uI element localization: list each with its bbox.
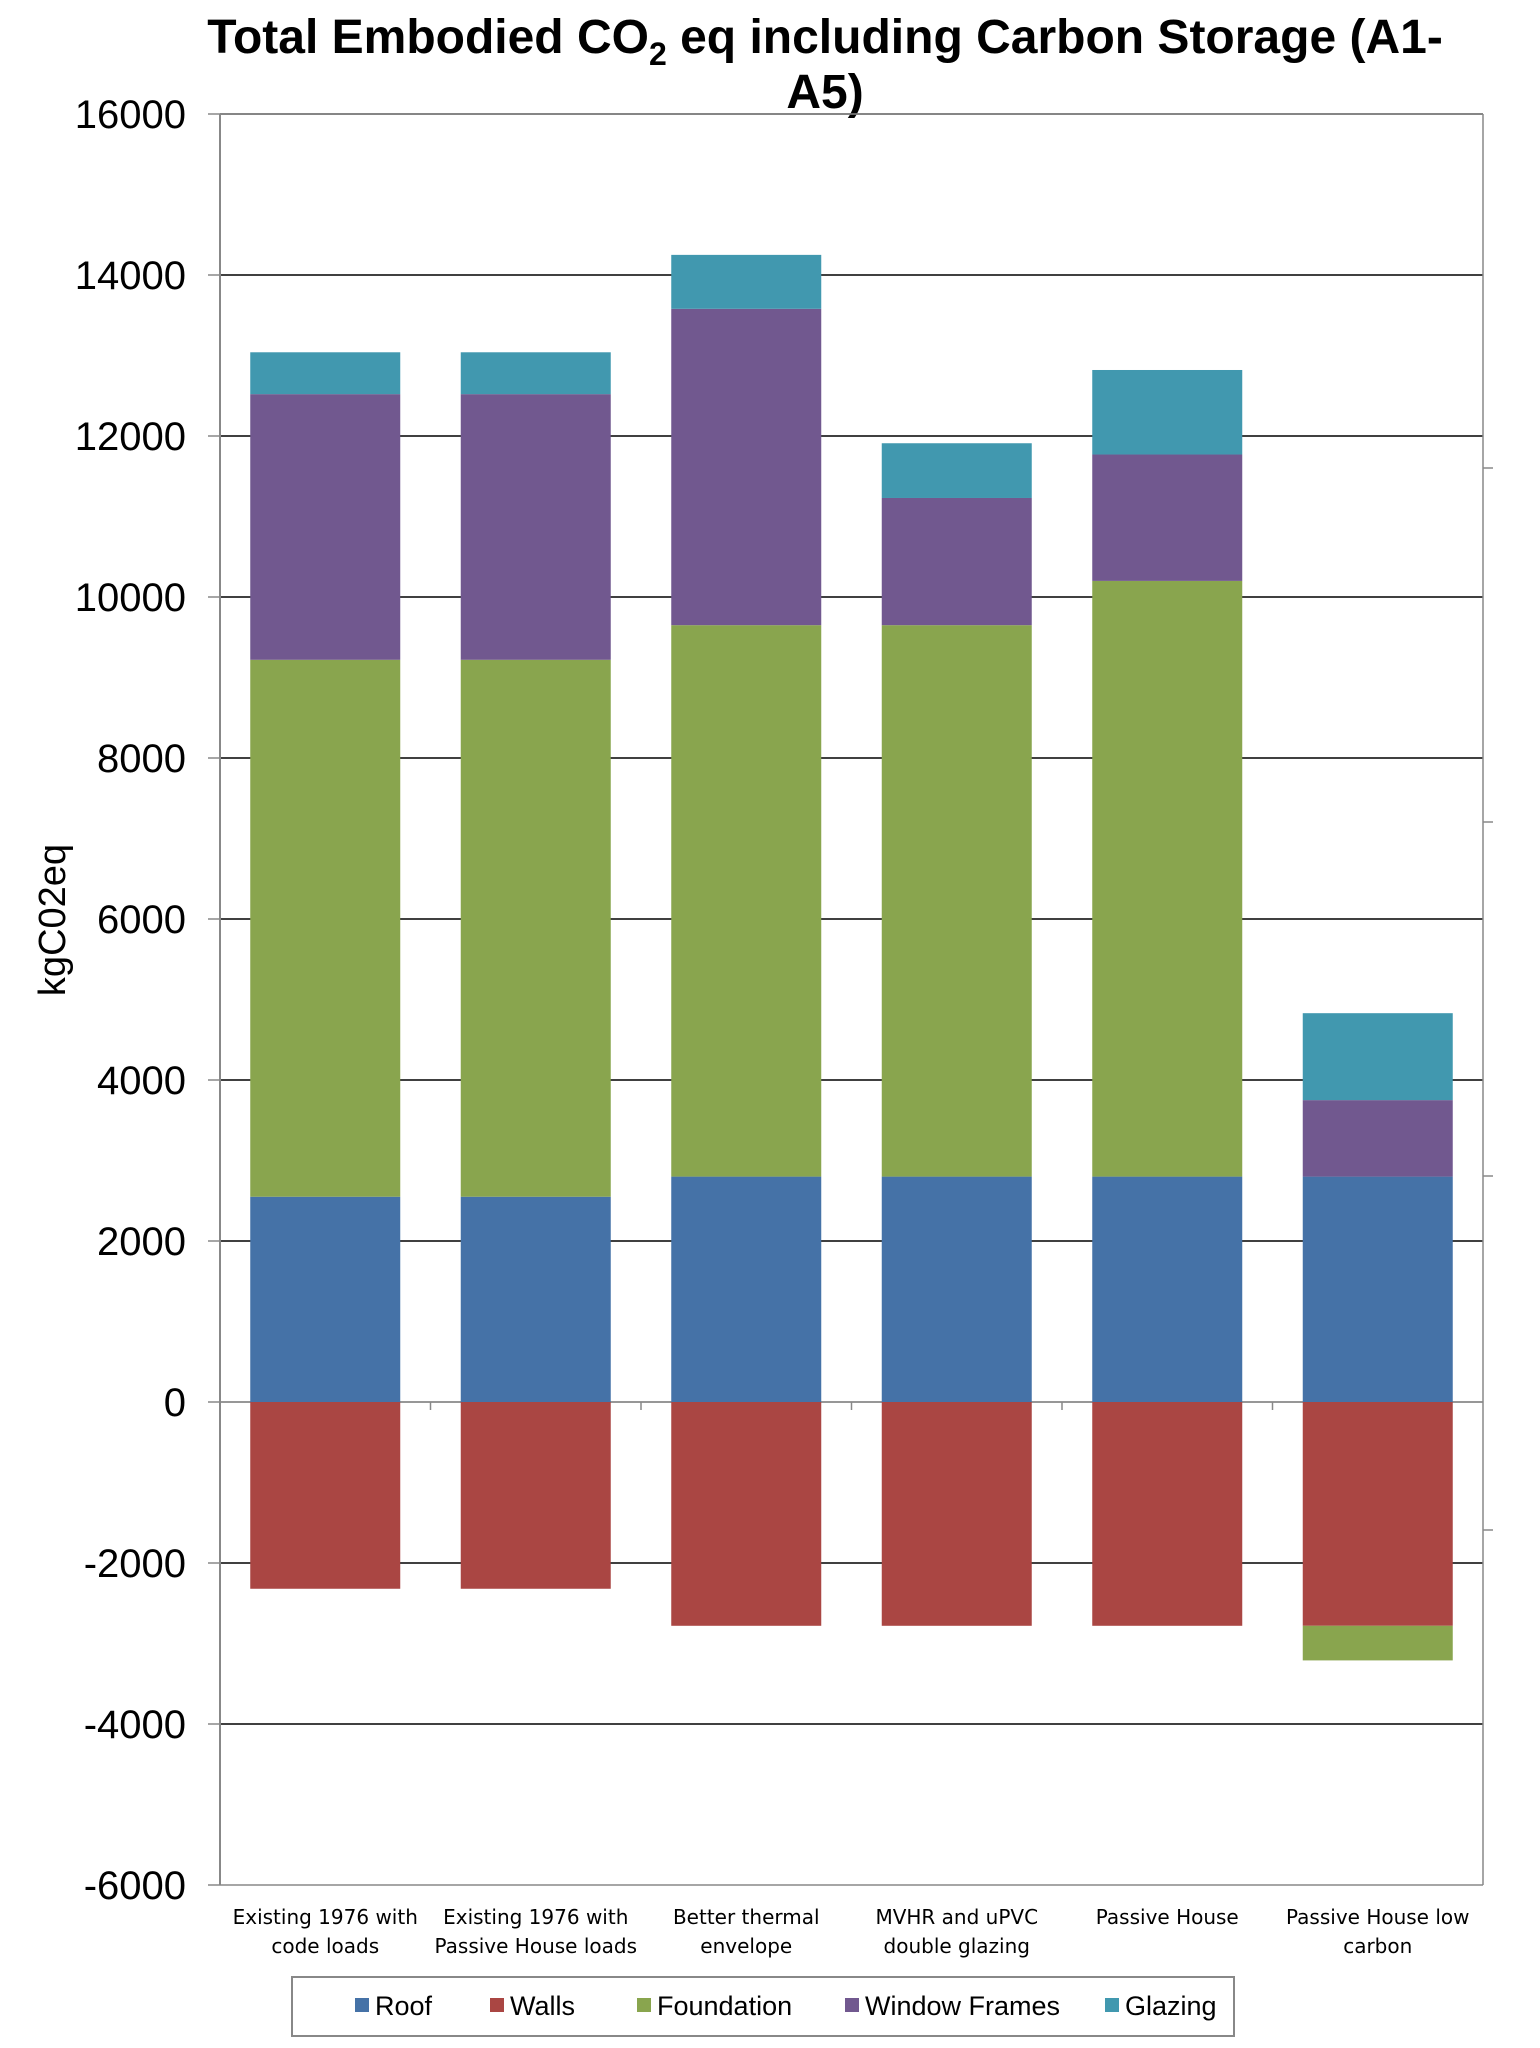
y-tick-label: 4000	[97, 1059, 186, 1103]
legend-entry: Glazing	[1125, 1991, 1217, 2021]
x-tick-label: Existing 1976 with	[443, 1905, 628, 1929]
legend-entry: Roof	[375, 1991, 433, 2021]
axes	[208, 113, 1493, 1886]
bar-segment-foundation	[250, 659, 401, 1197]
bar-segment-foundation	[881, 625, 1032, 1177]
x-tick-label: double glazing	[884, 1934, 1030, 1958]
bar-segment-window-frames	[1092, 454, 1243, 581]
y-tick-label: 12000	[75, 415, 186, 459]
x-tick-label: MVHR and uPVC	[875, 1905, 1038, 1929]
bar-segment-walls	[1302, 1402, 1453, 1626]
y-tick-label: 10000	[75, 576, 186, 620]
bar-segment-glazing	[1092, 369, 1243, 455]
x-tick-label: code loads	[271, 1934, 379, 1958]
y-tick-label: 16000	[75, 93, 186, 137]
bar-segment-window-frames	[460, 394, 611, 660]
bar-segment-walls	[1092, 1402, 1243, 1626]
bar-segment-glazing	[671, 254, 822, 309]
x-tick-label: carbon	[1343, 1934, 1412, 1958]
y-axis-label: kgC02eq	[32, 844, 74, 996]
legend-swatch	[355, 1998, 369, 2012]
bar-segment-window-frames	[1302, 1100, 1453, 1177]
x-tick-labels: Existing 1976 with code loads Existing 197…	[233, 1905, 1470, 1958]
bar-segment-foundation	[1302, 1625, 1453, 1661]
bar-segment-glazing	[250, 352, 401, 395]
bar-segment-roof	[250, 1196, 401, 1402]
bar-segment-roof	[1302, 1176, 1453, 1402]
y-tick-label: -4000	[84, 1703, 186, 1747]
bar-segment-window-frames	[250, 394, 401, 660]
y-tick-label: 6000	[97, 898, 186, 942]
bar-segment-foundation	[1092, 580, 1243, 1177]
bar-segment-glazing	[1302, 1013, 1453, 1101]
x-tick-label: Passive House low	[1286, 1905, 1470, 1929]
x-tick-label: Better thermal	[673, 1905, 820, 1929]
y-tick-label: -2000	[84, 1542, 186, 1586]
bar-segment-roof	[460, 1196, 611, 1402]
legend-entry: Foundation	[657, 1991, 792, 2021]
x-tick-label: Existing 1976 with	[233, 1905, 418, 1929]
legend-entry: Window Frames	[865, 1991, 1060, 2021]
bar-segment-roof	[1092, 1176, 1243, 1402]
legend-swatch	[845, 1998, 859, 2012]
legend-swatch	[1105, 1998, 1119, 2012]
chart-title-line2: A5)	[786, 66, 863, 119]
gridlines	[220, 113, 1483, 1725]
bar-segment-walls	[881, 1402, 1032, 1626]
bars	[250, 254, 1453, 1661]
y-tick-label: 0	[164, 1381, 186, 1425]
legend-swatch	[637, 1998, 651, 2012]
x-tick-label: Passive House loads	[434, 1934, 637, 1958]
x-tick-label: envelope	[700, 1934, 792, 1958]
bar-segment-foundation	[460, 659, 611, 1197]
bar-segment-window-frames	[671, 308, 822, 626]
chart-title: Total Embodied CO2 eq including Carbon S…	[207, 11, 1443, 72]
x-tick-label: Passive House	[1096, 1905, 1239, 1929]
y-tick-label: -6000	[84, 1864, 186, 1908]
bar-segment-glazing	[460, 352, 611, 395]
y-tick-label: 8000	[97, 737, 186, 781]
bar-segment-glazing	[881, 443, 1032, 498]
y-tick-labels: 16000 14000 12000 10000 8000 6000 4000 2000 0 -20…	[75, 93, 186, 1908]
bar-segment-foundation	[671, 625, 822, 1177]
bar-segment-walls	[671, 1402, 822, 1626]
bar-segment-walls	[460, 1402, 611, 1589]
legend-swatch	[490, 1998, 504, 2012]
bar-segment-window-frames	[881, 497, 1032, 626]
bar-segment-roof	[671, 1176, 822, 1402]
y-tick-label: 14000	[75, 254, 186, 298]
bar-segment-roof	[881, 1176, 1032, 1402]
bar-segment-walls	[250, 1402, 401, 1589]
y-tick-label: 2000	[97, 1220, 186, 1264]
legend: Roof Walls Foundation Window Frames Glazing	[291, 1976, 1235, 2037]
legend-box	[291, 1976, 1235, 2037]
legend-entry: Walls	[510, 1991, 575, 2021]
